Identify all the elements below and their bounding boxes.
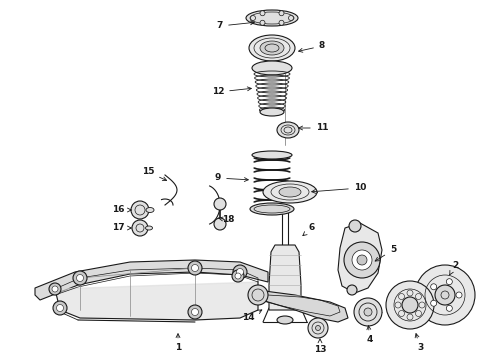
Polygon shape bbox=[338, 223, 382, 293]
Circle shape bbox=[316, 325, 320, 330]
Circle shape bbox=[192, 265, 198, 271]
Ellipse shape bbox=[146, 207, 154, 212]
Ellipse shape bbox=[279, 187, 301, 197]
Circle shape bbox=[446, 279, 452, 285]
Circle shape bbox=[56, 305, 64, 311]
Circle shape bbox=[354, 298, 382, 326]
Text: 6: 6 bbox=[303, 224, 315, 236]
Polygon shape bbox=[55, 282, 258, 320]
Circle shape bbox=[73, 271, 87, 285]
Circle shape bbox=[364, 308, 372, 316]
Circle shape bbox=[386, 281, 434, 329]
Circle shape bbox=[188, 305, 202, 319]
Circle shape bbox=[233, 265, 247, 279]
Circle shape bbox=[260, 20, 265, 25]
Ellipse shape bbox=[260, 108, 284, 116]
Ellipse shape bbox=[263, 181, 317, 203]
Circle shape bbox=[279, 11, 284, 16]
Circle shape bbox=[352, 250, 372, 270]
Ellipse shape bbox=[146, 226, 152, 230]
Text: 3: 3 bbox=[415, 334, 423, 352]
Circle shape bbox=[250, 15, 255, 21]
Ellipse shape bbox=[277, 122, 299, 138]
Ellipse shape bbox=[250, 203, 294, 215]
Circle shape bbox=[456, 292, 462, 298]
Text: 1: 1 bbox=[175, 334, 181, 352]
Circle shape bbox=[431, 300, 437, 306]
Circle shape bbox=[188, 261, 202, 275]
Circle shape bbox=[76, 274, 83, 282]
Text: 13: 13 bbox=[314, 339, 326, 355]
Circle shape bbox=[237, 269, 244, 275]
Circle shape bbox=[192, 309, 198, 315]
Ellipse shape bbox=[252, 61, 292, 75]
Ellipse shape bbox=[252, 151, 292, 159]
Polygon shape bbox=[255, 290, 348, 322]
Circle shape bbox=[344, 242, 380, 278]
Text: 11: 11 bbox=[299, 123, 328, 132]
Text: 12: 12 bbox=[212, 87, 251, 96]
Text: 17: 17 bbox=[112, 224, 131, 233]
Circle shape bbox=[279, 20, 284, 25]
Ellipse shape bbox=[260, 41, 284, 55]
Circle shape bbox=[349, 220, 361, 232]
Text: 8: 8 bbox=[298, 41, 325, 52]
Text: 15: 15 bbox=[142, 167, 167, 181]
Circle shape bbox=[308, 318, 328, 338]
Circle shape bbox=[289, 15, 294, 21]
Text: 4: 4 bbox=[367, 326, 373, 345]
Circle shape bbox=[214, 198, 226, 210]
Ellipse shape bbox=[246, 10, 298, 26]
Polygon shape bbox=[35, 260, 268, 300]
Circle shape bbox=[402, 297, 418, 313]
Circle shape bbox=[431, 284, 437, 290]
Circle shape bbox=[131, 201, 149, 219]
Circle shape bbox=[415, 265, 475, 325]
Circle shape bbox=[357, 255, 367, 265]
Circle shape bbox=[214, 218, 226, 230]
Text: 16: 16 bbox=[112, 206, 131, 215]
Text: 18: 18 bbox=[219, 216, 234, 225]
Text: 14: 14 bbox=[242, 310, 262, 323]
Text: 9: 9 bbox=[215, 174, 248, 183]
Ellipse shape bbox=[277, 316, 293, 324]
Circle shape bbox=[248, 285, 268, 305]
Circle shape bbox=[132, 220, 148, 236]
Text: 7: 7 bbox=[217, 21, 254, 31]
Circle shape bbox=[49, 283, 61, 295]
Text: 10: 10 bbox=[312, 184, 366, 193]
Text: 2: 2 bbox=[450, 261, 458, 275]
Circle shape bbox=[347, 285, 357, 295]
Circle shape bbox=[232, 270, 244, 282]
Circle shape bbox=[52, 286, 58, 292]
Circle shape bbox=[435, 285, 455, 305]
Circle shape bbox=[235, 273, 241, 279]
Circle shape bbox=[446, 305, 452, 311]
Text: 5: 5 bbox=[375, 246, 396, 261]
Polygon shape bbox=[269, 245, 301, 310]
Circle shape bbox=[53, 301, 67, 315]
Circle shape bbox=[260, 11, 265, 16]
Ellipse shape bbox=[249, 35, 295, 61]
